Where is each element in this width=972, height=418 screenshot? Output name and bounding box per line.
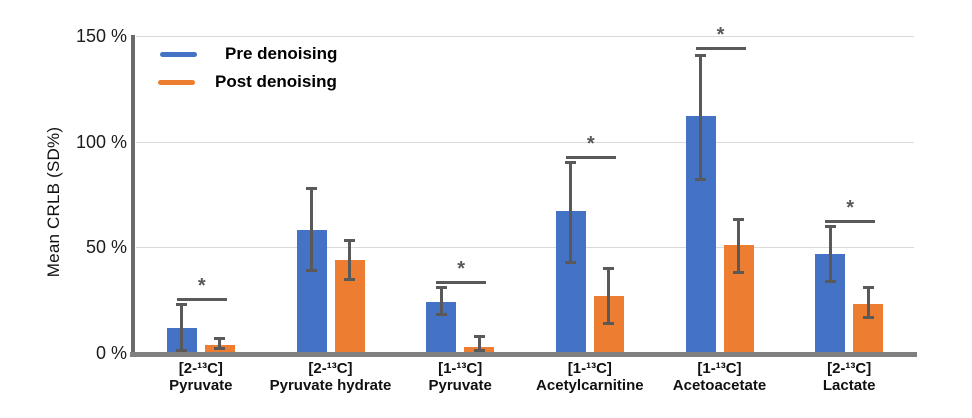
significance-asterisk-3: * <box>586 133 595 156</box>
error-cap-top-pre-1 <box>306 186 317 190</box>
significance-asterisk-4: * <box>716 23 725 46</box>
gridline-150pct <box>136 36 914 37</box>
significance-line-3 <box>565 156 616 160</box>
error-cap-top-pre-4 <box>695 53 706 57</box>
x-label-metabolite-line: Lactate <box>822 377 876 394</box>
error-cap-bottom-post-5 <box>862 315 874 319</box>
x-label-isotope-line: [2-¹³C] <box>308 360 353 377</box>
error-cap-bottom-pre-1 <box>306 269 317 273</box>
error-cap-bottom-pre-0 <box>176 349 188 353</box>
error-cap-bottom-post-2 <box>473 349 485 353</box>
x-category-label-1: [2-¹³C] Pyruvate hydrate <box>266 360 396 394</box>
y-tick-label-100: 100 % <box>75 131 127 152</box>
error-bar-post-5 <box>866 287 870 318</box>
x-label-isotope-line: [1-¹³C] <box>438 360 483 377</box>
pre-denoising-swatch-icon <box>160 51 197 57</box>
significance-line-5 <box>825 219 876 223</box>
error-bar-pre-3 <box>569 162 573 263</box>
x-label-metabolite-line: Pyruvate hydrate <box>269 377 392 394</box>
significance-line-2 <box>436 281 487 285</box>
y-tick-label-150: 150 % <box>75 26 127 46</box>
gridline-100pct <box>136 141 914 143</box>
error-cap-top-pre-5 <box>824 224 836 228</box>
post-denoising-swatch-icon <box>158 79 195 85</box>
error-cap-top-post-2 <box>473 334 485 338</box>
legend-label-pre: Pre denoising <box>225 44 338 63</box>
legend: Pre denoising Post denoising <box>158 42 337 94</box>
error-bar-pre-1 <box>310 188 313 271</box>
significance-asterisk-5: * <box>846 196 855 219</box>
error-cap-bottom-post-0 <box>214 347 226 351</box>
error-cap-top-post-3 <box>603 266 615 270</box>
error-cap-bottom-post-1 <box>344 277 355 281</box>
x-label-isotope-line: [1-¹³C] <box>697 360 742 377</box>
x-category-label-2: [1-¹³C] Pyruvate <box>395 360 525 394</box>
error-cap-top-pre-0 <box>176 302 188 306</box>
error-bar-pre-5 <box>828 226 832 282</box>
error-bar-pre-0 <box>180 304 184 351</box>
legend-item-post-denoising: Post denoising <box>158 70 337 94</box>
x-label-metabolite-line: Pyruvate <box>169 377 233 394</box>
x-category-label-0: [2-¹³C] Pyruvate <box>136 360 266 394</box>
error-cap-top-pre-2 <box>435 285 447 289</box>
x-category-label-4: [1-¹³C] Acetoacetate <box>655 360 785 394</box>
error-cap-top-pre-3 <box>565 161 577 165</box>
error-bar-post-0 <box>218 338 222 349</box>
error-cap-bottom-post-3 <box>603 321 615 325</box>
error-bar-pre-4 <box>699 55 702 180</box>
error-cap-bottom-pre-2 <box>435 313 447 317</box>
error-cap-bottom-pre-3 <box>565 260 577 264</box>
error-bar-pre-2 <box>439 287 443 315</box>
x-label-metabolite-line: Acetylcarnitine <box>536 377 644 394</box>
x-category-label-3: [1-¹³C] Acetylcarnitine <box>525 360 655 394</box>
error-cap-top-post-1 <box>344 239 355 243</box>
x-label-isotope-line: [2-¹³C] <box>827 360 872 377</box>
error-bar-post-4 <box>737 219 740 273</box>
significance-asterisk-2: * <box>457 258 466 281</box>
significance-line-4 <box>695 46 746 50</box>
error-cap-bottom-post-4 <box>733 271 744 275</box>
y-axis-line <box>131 35 135 357</box>
x-category-label-5: [2-¹³C] Lactate <box>784 360 914 394</box>
error-cap-bottom-pre-5 <box>824 279 836 283</box>
error-bar-post-1 <box>348 240 351 280</box>
x-label-metabolite-line: Acetoacetate <box>672 377 767 394</box>
error-bar-post-3 <box>607 268 611 324</box>
y-tick-label-50: 50 % <box>85 237 127 258</box>
y-tick-label-0: 0 % <box>95 343 127 363</box>
error-cap-bottom-pre-4 <box>695 178 706 182</box>
error-cap-top-post-5 <box>862 285 874 289</box>
significance-asterisk-0: * <box>197 275 206 298</box>
legend-item-pre-denoising: Pre denoising <box>158 42 337 66</box>
error-bar-post-2 <box>477 336 481 351</box>
x-label-metabolite-line: Pyruvate <box>428 377 492 394</box>
x-label-isotope-line: [2-¹³C] <box>178 360 223 377</box>
error-cap-top-post-0 <box>214 336 226 340</box>
x-label-isotope-line: [1-¹³C] <box>567 360 612 377</box>
gridline-50pct <box>136 247 914 249</box>
significance-line-0 <box>176 298 227 302</box>
legend-label-post: Post denoising <box>215 72 337 91</box>
error-cap-top-post-4 <box>733 218 744 222</box>
x-axis-baseline <box>130 352 917 357</box>
